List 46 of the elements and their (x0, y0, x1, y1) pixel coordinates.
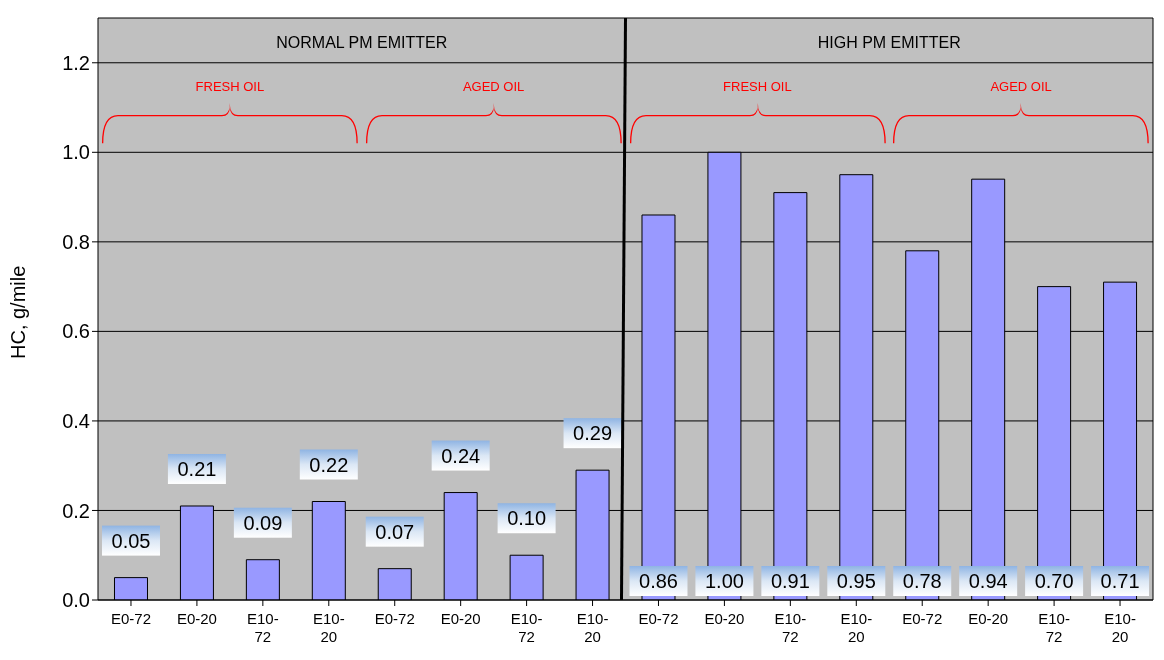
x-tick-label: E0-72 (374, 610, 415, 627)
x-tick-label: E0-20 (440, 610, 481, 627)
data-label: 0.95 (836, 570, 876, 592)
x-tick-label: E0-72 (902, 610, 943, 627)
y-tick-label: 0.0 (62, 589, 90, 612)
y-tick-label: 1.0 (62, 141, 90, 164)
data-label: 0.24 (441, 444, 481, 467)
x-tick-label: E10-72 (1038, 610, 1070, 645)
x-tick-label: E10-72 (247, 610, 279, 645)
data-label: 0.21 (177, 457, 217, 480)
y-axis-title: HC, g/mile (7, 265, 30, 359)
x-tick-label: E10-20 (840, 610, 873, 645)
x-tick-label: E0-72 (110, 610, 151, 627)
x-tick-label: E0-20 (176, 610, 217, 627)
x-tick-label: E0-20 (704, 610, 745, 627)
data-label: 0.09 (243, 511, 283, 534)
data-label: 0.07 (375, 520, 415, 543)
data-label: 0.05 (111, 529, 151, 552)
data-label: 0.70 (1034, 570, 1074, 592)
data-label: 0.22 (309, 453, 349, 476)
data-label: 0.10 (507, 507, 547, 530)
annotation: AGED OIL (990, 79, 1052, 95)
y-tick-label: 0.6 (62, 320, 90, 343)
data-label: 0.94 (968, 570, 1008, 592)
annotation: HIGH PM EMITTER (817, 34, 961, 51)
y-tick-label: 1.2 (62, 51, 90, 74)
annotation: FRESH OIL (195, 79, 265, 95)
data-label: 0.86 (639, 570, 678, 592)
x-tick-label: E10-20 (1104, 610, 1136, 645)
annotation: AGED OIL (462, 79, 525, 95)
data-label: 1.00 (704, 570, 744, 592)
annotation: NORMAL PM EMITTER (276, 34, 448, 51)
annotation: FRESH OIL (723, 79, 792, 95)
data-label: 0.71 (1100, 570, 1140, 592)
data-label: 0.91 (770, 570, 810, 592)
x-tick-label: E10-20 (576, 610, 609, 645)
x-tick-label: E0-20 (968, 610, 1009, 627)
x-tick-label: E10-72 (510, 610, 543, 645)
y-tick-label: 0.2 (62, 499, 90, 522)
x-tick-label: E10-20 (312, 610, 345, 645)
y-tick-label: 0.8 (62, 230, 90, 253)
data-label: 0.29 (573, 422, 613, 445)
data-label: 0.78 (902, 570, 942, 592)
y-tick-label: 0.4 (62, 410, 90, 433)
x-tick-label: E10-72 (774, 610, 807, 645)
x-tick-label: E0-72 (638, 610, 679, 627)
